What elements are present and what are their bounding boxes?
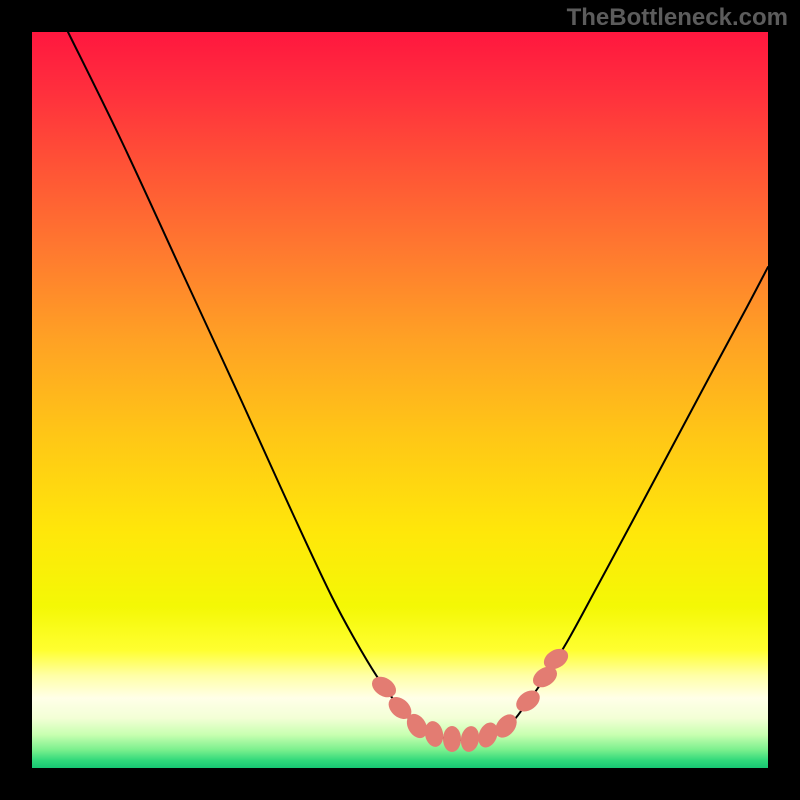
gradient-background (32, 32, 768, 768)
attribution-text: TheBottleneck.com (567, 4, 788, 32)
chart-canvas: TheBottleneck.com (0, 0, 800, 800)
plot-area (32, 32, 768, 768)
plot-svg (32, 32, 768, 768)
trough-marker (443, 726, 461, 752)
